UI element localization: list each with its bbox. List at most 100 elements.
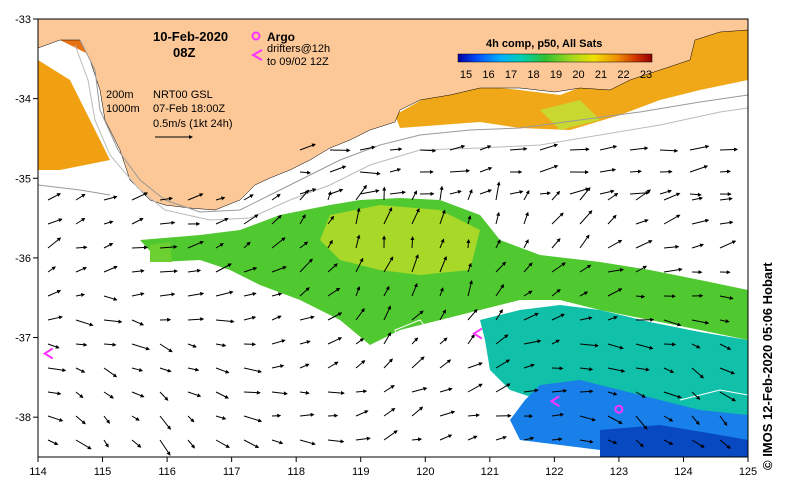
current-vector <box>635 265 648 273</box>
current-vector <box>103 243 114 249</box>
current-vector <box>243 194 254 201</box>
current-vector <box>383 430 398 441</box>
current-vector <box>187 240 204 249</box>
colorbar-tick-label: 22 <box>617 69 629 81</box>
current-vector <box>495 181 501 201</box>
x-tick-label: 125 <box>739 466 757 478</box>
current-vector <box>495 435 507 441</box>
current-vector <box>659 148 679 153</box>
current-vector <box>243 292 257 297</box>
drifter-marker <box>472 327 483 340</box>
current-vector <box>271 214 282 225</box>
current-vector <box>439 387 453 393</box>
current-vector <box>663 192 681 201</box>
current-vector <box>215 243 224 249</box>
current-vector <box>607 343 624 350</box>
current-vector <box>271 439 284 445</box>
current-vector <box>691 439 705 448</box>
current-vector <box>495 283 505 297</box>
current-vector <box>523 211 529 225</box>
colorbar-tick-label: 18 <box>527 69 539 81</box>
current-vector <box>389 190 406 195</box>
current-vector <box>159 269 178 274</box>
current-vector <box>215 319 235 324</box>
current-vector <box>569 187 590 195</box>
current-vector <box>635 294 646 299</box>
current-vector <box>103 367 118 378</box>
drifter-legend-range: to 09/02 12Z <box>267 56 329 68</box>
current-vector <box>439 238 445 249</box>
current-vector <box>691 415 700 426</box>
current-vector <box>551 262 566 273</box>
current-vector <box>719 169 731 174</box>
current-vector <box>579 210 593 225</box>
x-tick-label: 115 <box>94 466 112 478</box>
current-vector <box>187 343 197 348</box>
current-vector <box>411 190 417 201</box>
current-vector <box>327 287 341 297</box>
current-vector <box>383 358 393 369</box>
current-vector <box>359 171 381 176</box>
current-vector <box>47 290 62 297</box>
current-vector <box>131 292 145 297</box>
current-vector <box>327 413 339 418</box>
current-vector <box>187 415 195 423</box>
drifter-legend-label: drifters@12h <box>267 43 330 55</box>
isobath-1000m <box>74 44 748 221</box>
current-vector <box>243 390 261 395</box>
x-tick-label: 120 <box>416 466 434 478</box>
current-vector <box>551 339 560 345</box>
current-vector <box>495 239 501 249</box>
current-vector <box>215 263 232 273</box>
current-vector <box>299 214 306 225</box>
current-vector <box>719 240 737 249</box>
current-vector <box>599 189 615 195</box>
current-vector <box>551 238 561 249</box>
current-vector <box>47 391 62 396</box>
current-vector <box>635 240 653 249</box>
current-vector <box>663 439 674 445</box>
current-vector <box>599 145 618 151</box>
current-vector <box>539 191 551 196</box>
current-vector <box>103 342 117 347</box>
current-vector <box>607 239 623 249</box>
current-vector <box>419 148 437 153</box>
current-vector <box>467 280 473 297</box>
argo-legend-icon <box>251 31 261 41</box>
y-axis: -33 -34 -35 -36 -37 -38 <box>15 14 38 424</box>
current-vector <box>635 439 644 448</box>
current-vector <box>383 305 391 321</box>
current-vector <box>47 218 63 225</box>
current-vector <box>47 315 63 321</box>
isobath-200-label: 200m <box>106 89 134 101</box>
current-vector <box>607 268 624 273</box>
current-vector <box>495 334 509 345</box>
sst-deep-blue-region <box>600 425 748 457</box>
current-vector <box>243 214 259 225</box>
current-vector <box>327 361 339 369</box>
current-vector <box>439 434 453 441</box>
current-vector <box>131 415 140 421</box>
y-tick-label: -34 <box>15 94 31 106</box>
sst-small-patch <box>150 242 172 262</box>
current-vector <box>719 439 731 449</box>
current-vector <box>579 415 596 422</box>
current-vector <box>75 245 88 250</box>
current-vector <box>579 264 592 273</box>
current-vector <box>75 415 86 425</box>
current-vector <box>467 413 480 418</box>
current-vector <box>466 239 471 249</box>
current-vector <box>663 342 677 347</box>
current-vector <box>187 391 202 398</box>
isobath-west <box>38 184 111 196</box>
current-vector <box>329 165 347 173</box>
current-vector <box>271 266 287 273</box>
current-vector <box>579 234 590 249</box>
current-vector <box>539 143 559 151</box>
current-vector <box>75 319 94 327</box>
current-vector <box>187 268 202 273</box>
current-vector <box>551 313 565 321</box>
current-vector <box>299 340 311 345</box>
current-vector <box>635 391 646 398</box>
